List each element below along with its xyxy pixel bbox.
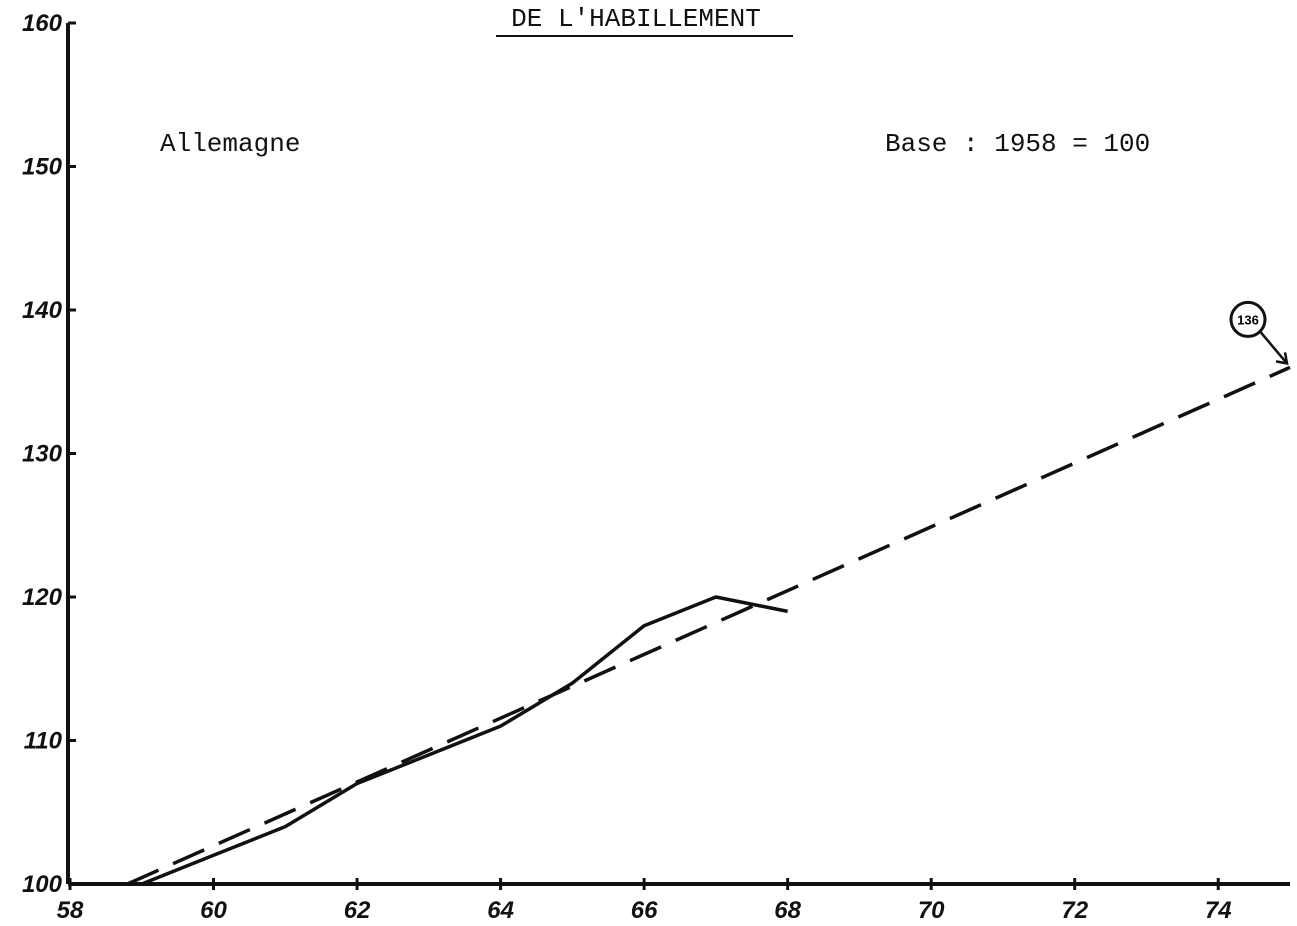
y-tick-label: 150 — [22, 154, 63, 181]
y-tick-label: 140 — [22, 297, 63, 324]
country-label: Allemagne — [160, 129, 300, 159]
x-tick-label: 72 — [1061, 897, 1088, 924]
chart-title: DE L'HABILLEMENT — [511, 4, 761, 34]
y-tick-label: 130 — [22, 441, 63, 468]
annotation-arrow — [1259, 330, 1288, 365]
x-tick-label: 60 — [200, 897, 227, 924]
annotation-arrowhead — [1275, 352, 1289, 365]
x-tick-label: 62 — [344, 897, 371, 924]
trend-line — [126, 365, 1291, 886]
x-tick-label: 66 — [631, 897, 658, 924]
data-line — [141, 595, 788, 886]
x-tick-label: 74 — [1205, 897, 1232, 924]
annotation-circle — [1229, 300, 1267, 338]
y-tick-label: 120 — [22, 584, 63, 611]
base-label: Base : 1958 = 100 — [885, 129, 1150, 159]
x-tick-label: 64 — [487, 897, 514, 924]
y-tick-label: 110 — [24, 728, 63, 755]
x-tick-label: 68 — [774, 897, 801, 924]
y-tick-label: 100 — [22, 871, 63, 898]
y-tick-label: 160 — [22, 10, 63, 37]
x-tick-label: 58 — [57, 897, 84, 924]
x-tick-label: 70 — [918, 897, 945, 924]
annotation-label: 136 — [1237, 312, 1259, 327]
